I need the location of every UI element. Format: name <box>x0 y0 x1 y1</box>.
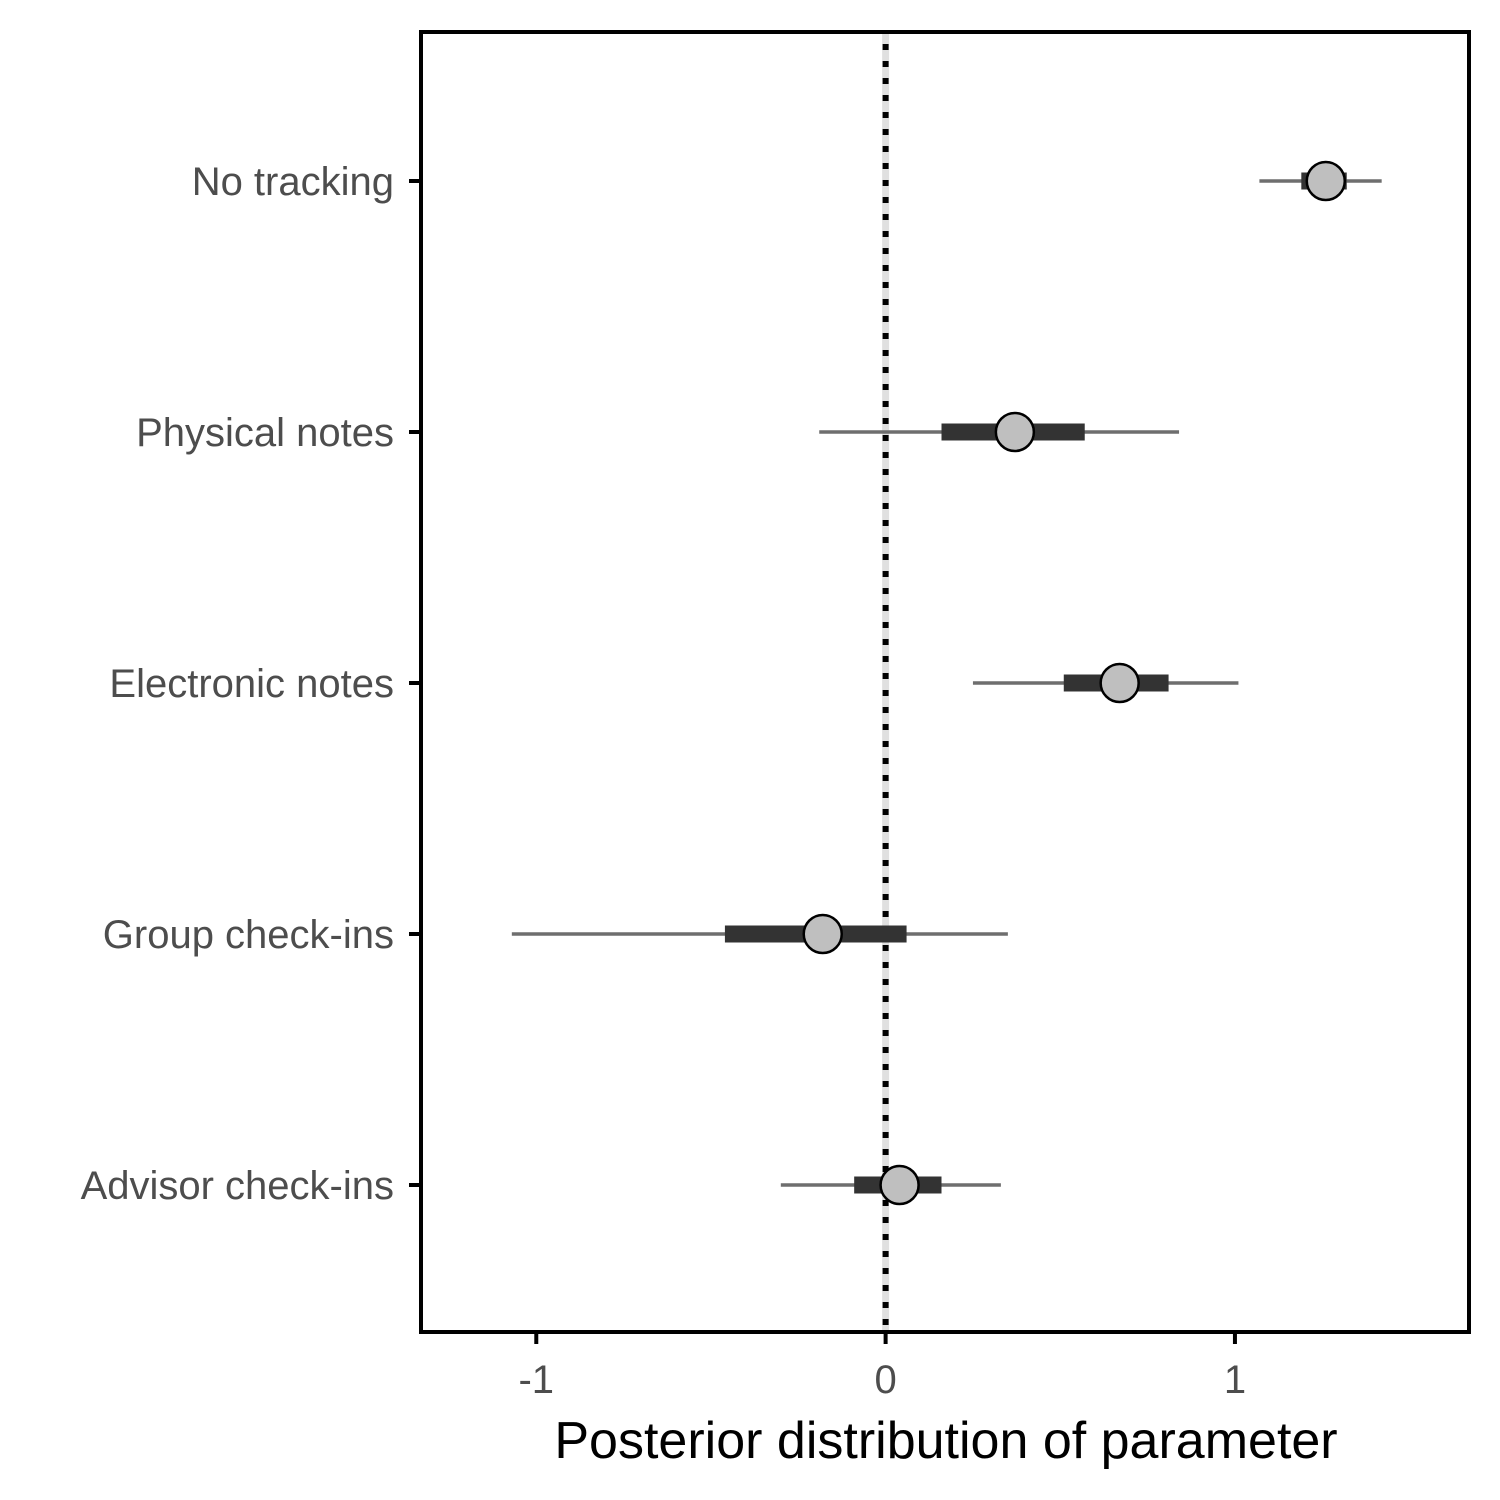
x-tick-label-1: 0 <box>874 1358 896 1402</box>
x-axis-title: Posterior distribution of parameter <box>554 1412 1337 1470</box>
y-tick-label-advisor-check-ins: Advisor check-ins <box>81 1164 394 1208</box>
median-point-advisor-check-ins <box>879 1164 920 1206</box>
y-tick-label-no-tracking: No tracking <box>192 160 394 204</box>
median-point-group-check-ins <box>802 913 843 955</box>
y-tick-label-electronic-notes: Electronic notes <box>109 662 394 706</box>
x-tick-label-2: 1 <box>1224 1358 1246 1402</box>
y-tick-label-group-check-ins: Group check-ins <box>103 913 394 957</box>
median-point-no-tracking <box>1305 160 1347 202</box>
interval-marks-layer <box>511 160 1382 1206</box>
x-tick-label-0: -1 <box>518 1358 554 1402</box>
plot-panel-border <box>419 30 1471 1334</box>
median-point-physical-notes <box>994 411 1036 453</box>
axes-layer: No tracking Physical notes Electronic note… <box>81 30 1471 1402</box>
median-point-electronic-notes <box>1099 662 1140 704</box>
y-tick-label-physical-notes: Physical notes <box>136 411 394 455</box>
